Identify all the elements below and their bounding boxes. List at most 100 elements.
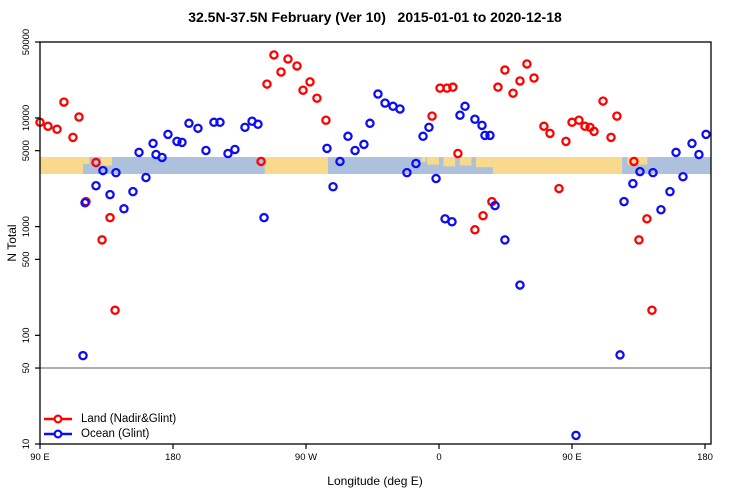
ocean-series-symbol-icon: [44, 428, 72, 439]
legend-label-ocean: Ocean (Glint): [81, 427, 150, 440]
ocean-point: [635, 166, 645, 177]
land-point: [442, 83, 452, 93]
land-point: [256, 156, 266, 167]
ocean-point: [91, 180, 101, 191]
ocean-point: [515, 280, 525, 290]
land-point: [500, 65, 510, 75]
land-point: [321, 115, 331, 125]
land-point: [574, 115, 584, 125]
ocean-point: [157, 152, 167, 163]
ocean-point: [424, 122, 434, 133]
ocean-point: [119, 204, 129, 214]
land-point: [493, 82, 503, 92]
ocean-point: [350, 145, 360, 156]
ocean-point: [215, 117, 225, 128]
x-tick-label: 0: [436, 452, 441, 463]
land-strip-patch: [459, 157, 472, 166]
land-point: [105, 212, 115, 223]
land-point: [52, 124, 62, 135]
ocean-point: [253, 119, 263, 130]
ocean-point: [141, 172, 151, 183]
land-point: [634, 235, 644, 245]
land-point: [43, 121, 53, 132]
ocean-point: [223, 148, 233, 159]
ocean-point: [78, 350, 88, 361]
ocean-point: [687, 138, 697, 149]
land-point: [522, 59, 532, 69]
land-point: [74, 112, 84, 122]
land-point: [545, 128, 555, 139]
land-point: [68, 132, 78, 143]
land-point: [647, 305, 657, 316]
legend-item-land: Land (Nadir&Glint): [42, 411, 176, 426]
ocean-point: [128, 186, 138, 197]
land-point: [612, 111, 622, 121]
ocean-point: [402, 167, 412, 178]
x-tick-label: 180: [165, 452, 181, 463]
ocean-point: [172, 136, 182, 147]
ocean-point: [671, 147, 681, 158]
ocean-point: [694, 149, 704, 160]
ocean-point: [648, 167, 658, 178]
y-tick-label: 500: [21, 251, 32, 267]
ocean-point: [343, 131, 353, 142]
land-series-symbol-icon: [44, 413, 72, 424]
y-tick-label: 10: [21, 439, 32, 450]
ocean-point: [460, 101, 470, 112]
ocean-point: [373, 89, 383, 99]
ocean-point: [395, 104, 405, 114]
land-point: [269, 50, 279, 60]
ocean-point: [105, 189, 115, 200]
ocean-point: [240, 122, 250, 133]
land-point: [427, 111, 437, 121]
ocean-point: [678, 171, 688, 182]
land-point: [448, 82, 458, 92]
ocean-point: [500, 235, 510, 245]
ocean-point: [665, 186, 675, 197]
ocean-point: [656, 205, 666, 215]
ocean-point: [148, 138, 158, 149]
ocean-point: [98, 165, 108, 176]
land-point: [629, 156, 639, 167]
land-point: [580, 121, 590, 132]
ocean-point: [163, 129, 173, 140]
ocean-point: [322, 143, 332, 154]
ocean-point: [490, 200, 500, 211]
land-point: [478, 210, 488, 221]
y-tick-label: 100: [21, 327, 32, 343]
land-strip-patch: [443, 157, 456, 167]
x-tick-label: 90 W: [295, 452, 317, 463]
ocean-point: [259, 212, 269, 223]
land-point: [589, 126, 599, 137]
land-point: [312, 93, 322, 103]
ocean-point: [359, 139, 369, 150]
ocean-point: [470, 114, 480, 125]
y-tick-label: 50000: [21, 29, 32, 55]
y-tick-label: 1000: [21, 216, 32, 237]
ocean-point: [628, 178, 638, 189]
land-ocean-strip-land-segment: [40, 157, 84, 175]
ocean-point: [380, 98, 390, 108]
x-tick-label: 90 E: [30, 452, 50, 463]
ocean-point: [411, 158, 421, 169]
land-point: [97, 235, 107, 245]
land-ocean-strip-land-segment: [492, 157, 623, 175]
ocean-point: [335, 156, 345, 167]
x-axis-label: Longitude (deg E): [327, 474, 423, 488]
x-tick-label: 180: [697, 452, 713, 463]
ocean-point: [455, 110, 465, 120]
plot-border: [39, 41, 712, 445]
legend: Land (Nadir&Glint) Ocean (Glint): [42, 411, 176, 441]
land-point: [539, 121, 549, 132]
land-strip-patch: [421, 157, 426, 163]
ocean-point: [184, 118, 194, 129]
ocean-point: [230, 144, 240, 155]
ocean-point: [177, 137, 187, 148]
ocean-point: [134, 147, 144, 158]
ocean-point: [571, 430, 581, 441]
ocean-point: [328, 181, 338, 192]
ocean-point: [480, 130, 490, 141]
land-point: [529, 73, 539, 83]
